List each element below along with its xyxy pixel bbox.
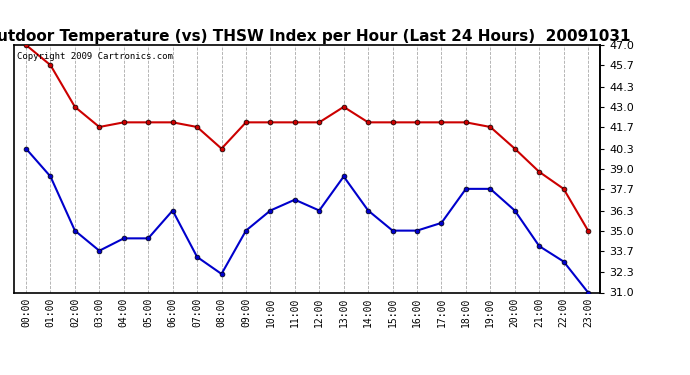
Title: Outdoor Temperature (vs) THSW Index per Hour (Last 24 Hours)  20091031: Outdoor Temperature (vs) THSW Index per … <box>0 29 630 44</box>
Text: Copyright 2009 Cartronics.com: Copyright 2009 Cartronics.com <box>17 53 172 62</box>
